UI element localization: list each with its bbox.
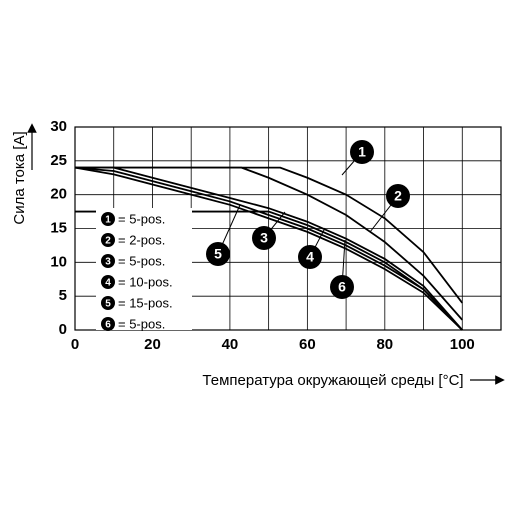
callout-label: 2 (394, 188, 402, 204)
y-tick-label: 0 (59, 321, 67, 338)
callout-marker (252, 226, 276, 250)
line-series (74, 166, 463, 331)
legend-marker (101, 254, 115, 268)
callout-marker (206, 242, 230, 266)
callout-marker (298, 245, 322, 269)
callout-marker (350, 140, 374, 164)
x-tick-label: 20 (144, 336, 161, 353)
y-tick-label: 30 (50, 118, 67, 135)
legend-marker-label: 4 (105, 278, 111, 289)
line-series (75, 166, 463, 331)
callout-marker (330, 275, 354, 299)
legend-marker (101, 317, 115, 331)
line-series (75, 166, 463, 304)
legend-marker-label: 1 (105, 215, 111, 226)
callout-label: 5 (214, 246, 222, 262)
x-tick-label: 40 (222, 336, 239, 353)
x-tick-label: 100 (450, 336, 475, 353)
callout-label: 4 (306, 249, 314, 265)
legend-label: = 2-pos. (118, 232, 165, 247)
legend-label: = 15-pos. (118, 295, 173, 310)
x-tick-label: 60 (299, 336, 316, 353)
x-tick-label: 80 (376, 336, 393, 353)
y-axis-label: Сила тока [A] (11, 131, 28, 224)
x-axis-label: Температура окружающей среды [°C] (202, 372, 463, 389)
legend-marker (101, 275, 115, 289)
legend-label: = 5-pos. (118, 316, 165, 331)
legend-box (96, 208, 192, 330)
line-series (74, 166, 463, 331)
line-series (75, 166, 463, 321)
line-series (75, 210, 463, 331)
legend-marker (101, 212, 115, 226)
legend-marker-label: 3 (105, 257, 111, 268)
legend-marker-label: 5 (105, 299, 111, 310)
y-tick-label: 25 (50, 152, 67, 169)
y-tick-label: 20 (50, 186, 67, 203)
legend-marker (101, 296, 115, 310)
x-tick-label: 0 (71, 336, 79, 353)
legend-label: = 5-pos. (118, 211, 165, 226)
callout-label: 6 (338, 279, 346, 295)
legend-label: = 5-pos. (118, 253, 165, 268)
y-tick-label: 15 (50, 219, 67, 236)
legend-marker-label: 6 (105, 320, 111, 331)
callout-label: 3 (260, 230, 268, 246)
legend-label: = 10-pos. (118, 274, 173, 289)
y-tick-label: 10 (50, 253, 67, 270)
legend-marker (101, 233, 115, 247)
callout-marker (386, 184, 410, 208)
callout-label: 1 (358, 144, 366, 160)
y-tick-label: 5 (59, 287, 67, 304)
legend-marker-label: 2 (105, 236, 111, 247)
